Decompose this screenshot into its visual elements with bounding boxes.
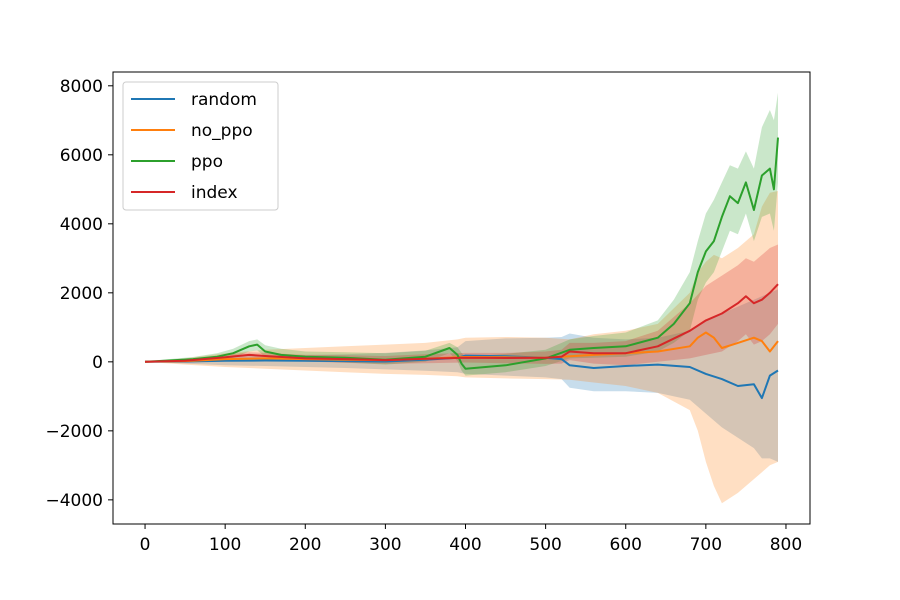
y-tick-label: 2000	[60, 284, 103, 304]
x-tick-label: 300	[369, 535, 401, 555]
band-random	[145, 289, 778, 462]
band-no_ppo	[145, 191, 778, 504]
legend-box	[122, 81, 279, 211]
legend-label-no_ppo: no_ppo	[191, 121, 253, 141]
series-line-random	[144, 354, 779, 400]
y-tick-label: −2000	[45, 422, 103, 442]
y-tick-label: 0	[92, 353, 103, 373]
legend-label-ppo: ppo	[191, 152, 223, 172]
x-tick-label: 600	[610, 535, 642, 555]
legend-label-random: random	[191, 90, 257, 110]
y-tick-label: 8000	[60, 77, 103, 97]
series-lines	[144, 137, 779, 400]
x-tick-label: 0	[140, 535, 151, 555]
legend-label-index: index	[191, 183, 238, 203]
x-tick-label: 200	[289, 535, 321, 555]
x-tick-label: 700	[690, 535, 722, 555]
confidence-bands	[145, 92, 778, 504]
plot-frame	[112, 71, 811, 525]
y-axis: −4000 −2000 0 2000 4000 6000 8000	[45, 77, 113, 511]
y-tick-label: 4000	[60, 215, 103, 235]
x-tick-label: 100	[209, 535, 241, 555]
x-axis: 0 100 200 300 400 500 600 700 800	[140, 524, 802, 555]
y-tick-label: 6000	[60, 146, 103, 166]
y-tick-label: −4000	[45, 491, 103, 511]
x-tick-label: 400	[449, 535, 481, 555]
x-tick-label: 800	[770, 535, 802, 555]
x-tick-label: 500	[529, 535, 561, 555]
series-line-index	[144, 283, 779, 363]
